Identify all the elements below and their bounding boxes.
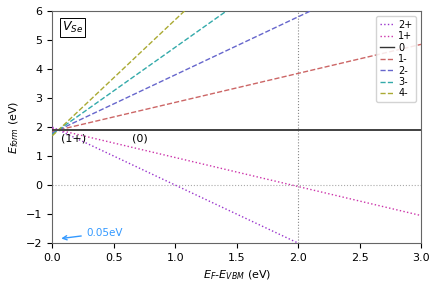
Text: 0.05eV: 0.05eV — [63, 228, 123, 240]
Y-axis label: $E_{form}$ (eV): $E_{form}$ (eV) — [7, 100, 21, 154]
Text: (1+): (1+) — [61, 134, 86, 144]
Legend: 2+, 1+, 0, 1-, 2-, 3-, 4-: 2+, 1+, 0, 1-, 2-, 3-, 4- — [376, 16, 416, 102]
Text: (0): (0) — [132, 134, 148, 144]
Text: $V_{Se}$: $V_{Se}$ — [62, 20, 83, 35]
X-axis label: $E_F$-$E_{VBM}$ (eV): $E_F$-$E_{VBM}$ (eV) — [203, 268, 271, 282]
